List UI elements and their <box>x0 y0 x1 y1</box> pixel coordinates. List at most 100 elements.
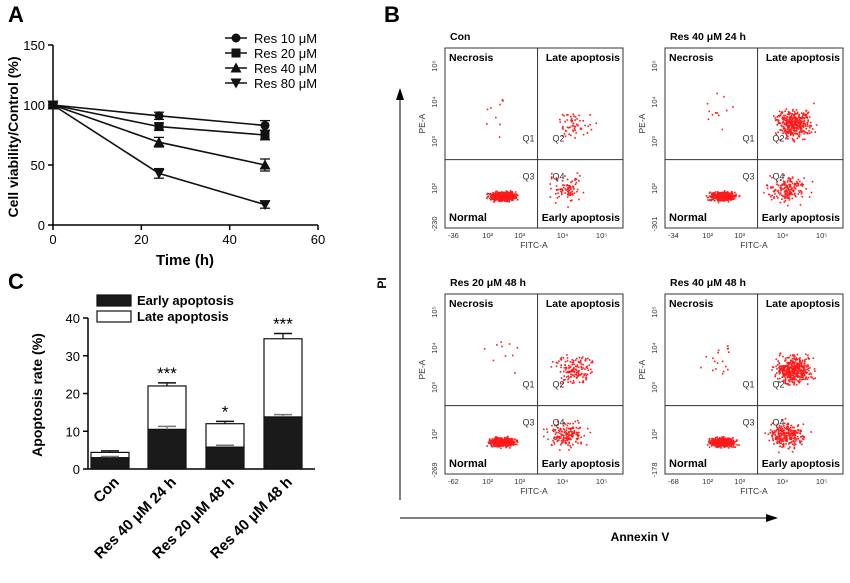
event-dot-early <box>785 427 787 430</box>
event-dot-late <box>578 114 580 117</box>
event-dot-late <box>789 134 792 136</box>
event-dot-early <box>787 422 789 425</box>
event-dot-late <box>778 381 780 383</box>
quadrant-id-q1: Q1 <box>523 380 535 390</box>
event-dot-late <box>561 127 564 129</box>
event-dot-late <box>793 140 796 143</box>
event-dot-early <box>542 428 545 431</box>
event-dot-early <box>781 429 784 432</box>
quadrant-id-q4: Q4 <box>553 172 565 182</box>
event-dot-late <box>787 371 790 374</box>
event-dot-early <box>580 441 582 444</box>
event-dot-late <box>788 379 791 382</box>
event-dot-normal <box>720 440 723 442</box>
event-dot-late <box>572 122 575 125</box>
event-dot-normal <box>498 194 501 197</box>
event-dot-late <box>782 365 785 367</box>
event-dot-early <box>788 427 791 430</box>
event-dot-late <box>773 115 775 117</box>
event-dot-early <box>785 186 788 188</box>
event-dot-late <box>568 133 570 136</box>
event-dot-late <box>803 120 805 122</box>
event-dot-early <box>793 447 796 450</box>
event-dot-early <box>552 439 554 442</box>
event-dot-late <box>779 365 781 367</box>
event-dot-early <box>794 433 796 436</box>
event-dot-early <box>778 424 781 427</box>
event-dot-normal <box>505 444 508 447</box>
event-dot-late <box>590 128 593 131</box>
event-dot-late <box>789 117 792 120</box>
event-dot-early <box>774 193 776 195</box>
event-dot-late <box>783 126 785 128</box>
event-dot-normal <box>493 445 496 447</box>
event-dot-early <box>781 446 783 448</box>
event-dot-late <box>789 359 792 362</box>
event-dot-early <box>789 190 791 193</box>
event-dot-late <box>813 368 816 370</box>
event-dot-late <box>787 135 789 138</box>
event-dot-normal <box>502 197 505 200</box>
event-dot-normal <box>722 437 724 439</box>
event-dot-late <box>781 367 783 369</box>
x-tick-label: 0 <box>49 232 56 247</box>
event-dot-early <box>568 449 570 451</box>
event-dot-early <box>565 184 568 187</box>
event-dot-early <box>775 437 778 440</box>
event-dot-late <box>574 125 576 128</box>
event-dot-early <box>776 428 778 431</box>
event-dot-early <box>801 443 803 446</box>
event-dot-normal <box>492 198 495 200</box>
event-dot-early <box>565 441 567 444</box>
event-dot-late <box>802 123 804 126</box>
event-dot-late <box>793 357 796 359</box>
event-dot-early <box>782 438 785 440</box>
event-dot-early <box>564 423 567 425</box>
event-dot-early <box>793 189 795 191</box>
event-dot-necrosis <box>500 341 502 343</box>
y-tick-label: 10⁴ <box>650 342 659 354</box>
y-tick-label: 100 <box>23 98 45 113</box>
event-dot-late <box>788 119 791 122</box>
event-dot-late <box>771 366 774 368</box>
event-dot-early <box>559 428 562 431</box>
event-dot-late <box>798 118 801 121</box>
event-dot-late <box>799 359 801 362</box>
event-dot-normal <box>729 439 731 441</box>
event-dot-late <box>806 115 808 118</box>
event-dot-normal <box>717 438 719 440</box>
event-dot-early <box>583 434 586 437</box>
event-dot-early <box>559 432 561 435</box>
event-dot-normal <box>725 444 727 447</box>
event-dot-late <box>798 114 800 116</box>
event-dot-normal <box>495 441 497 443</box>
event-dot-late <box>575 369 578 372</box>
event-dot-late <box>563 366 566 369</box>
event-dot-normal <box>710 441 712 444</box>
event-dot-normal <box>516 441 519 443</box>
legend-swatch <box>96 294 132 307</box>
event-dot-late <box>802 113 804 116</box>
event-dot-late <box>780 125 783 127</box>
event-dot-normal <box>486 197 488 200</box>
event-dot-normal <box>730 198 733 200</box>
event-dot-early <box>783 429 786 432</box>
event-dot-late <box>798 358 800 360</box>
event-dot-late <box>800 127 803 130</box>
event-dot-normal <box>712 441 714 444</box>
plot-title: Res 40 μM 48 h <box>670 277 746 289</box>
event-dot-necrosis <box>721 372 724 375</box>
event-dot-early <box>788 432 791 434</box>
event-dot-early <box>565 189 568 191</box>
event-dot-late <box>802 376 804 379</box>
event-dot-early <box>786 425 788 428</box>
event-dot-normal <box>512 440 515 443</box>
event-dot-normal <box>717 192 720 194</box>
event-dot-normal <box>512 442 515 445</box>
event-dot-normal <box>511 193 514 196</box>
event-dot-late <box>799 356 801 359</box>
event-dot-normal <box>726 441 729 443</box>
event-dot-late <box>796 111 799 114</box>
event-dot-late <box>566 357 569 359</box>
